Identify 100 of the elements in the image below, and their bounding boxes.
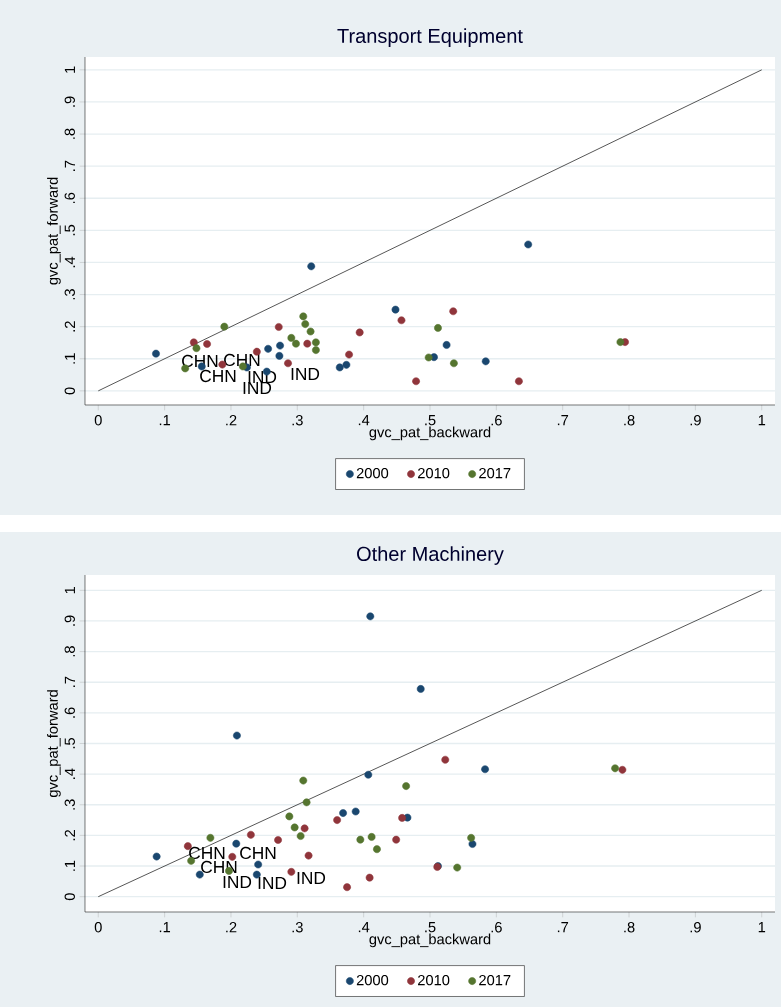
point	[274, 323, 283, 331]
legend-label: 2017	[479, 974, 511, 986]
y-tick-label: .2	[64, 321, 75, 332]
point	[233, 731, 241, 740]
annotation: IND	[243, 382, 272, 394]
y-tick-label: .4	[64, 256, 75, 268]
y-tick-label: 0	[64, 387, 75, 395]
point	[152, 852, 161, 861]
point	[453, 863, 462, 872]
annotation: CHN	[189, 846, 225, 860]
x-tick-label: .7	[557, 922, 569, 933]
chart-title: Other Machinery	[357, 546, 504, 565]
point	[364, 770, 373, 779]
point	[287, 867, 296, 876]
point	[302, 798, 311, 807]
point	[416, 685, 425, 693]
point	[307, 262, 316, 271]
point	[264, 344, 272, 353]
point	[467, 833, 475, 842]
point	[515, 377, 523, 386]
legend-label: 2017	[479, 467, 511, 479]
point	[254, 860, 263, 869]
y-tick-label: 0	[64, 893, 75, 901]
point	[412, 377, 420, 386]
point	[434, 324, 442, 332]
point	[342, 361, 351, 369]
y-tick-label: .3	[64, 289, 75, 300]
x-tick-label: .1	[159, 415, 171, 426]
point	[392, 835, 401, 844]
x-axis-title: gvc_pat_backward	[369, 426, 491, 441]
y-tick-label: .8	[64, 646, 75, 657]
y-tick-label: .4	[64, 768, 75, 779]
y-tick-label: .3	[64, 799, 75, 810]
annotation: IND	[297, 872, 326, 884]
point	[304, 851, 313, 860]
x-tick-label: .3	[292, 922, 303, 933]
point	[481, 357, 490, 366]
x-tick-label: 1	[758, 415, 766, 426]
point	[424, 353, 433, 362]
legend-label: 2000	[356, 974, 389, 986]
point	[398, 814, 406, 822]
annotation: CHN	[240, 846, 276, 860]
point	[391, 305, 400, 314]
x-tick-label: .4	[358, 415, 370, 426]
point	[481, 765, 489, 774]
point	[287, 334, 296, 342]
point	[303, 339, 312, 348]
annotation: IND	[258, 877, 287, 889]
point	[246, 830, 255, 839]
y-tick-label: 1	[64, 586, 75, 594]
point	[524, 240, 533, 249]
x-tick-label: 0	[94, 415, 102, 426]
legend-label: 2010	[418, 974, 450, 986]
x-tick-label: .6	[491, 922, 502, 933]
point	[292, 339, 300, 348]
legend-label: 2010	[418, 467, 450, 479]
x-tick-label: .8	[624, 415, 635, 426]
y-tick-label: .5	[64, 738, 75, 749]
point	[442, 341, 451, 349]
point	[300, 824, 309, 833]
x-tick-label: .2	[226, 415, 237, 426]
point	[402, 782, 410, 790]
point	[220, 322, 229, 331]
x-tick-label: .6	[491, 415, 502, 426]
point	[397, 316, 406, 325]
point	[611, 764, 619, 773]
point	[285, 812, 294, 821]
y-axis-title: gvc_pat_forward	[47, 177, 61, 285]
x-tick-label: .9	[690, 922, 701, 933]
x-tick-label: 1	[758, 922, 766, 933]
chart-title: Transport Equipment	[337, 28, 523, 47]
point	[345, 350, 353, 359]
point	[366, 612, 375, 621]
point	[367, 833, 376, 841]
y-tick-label: .6	[64, 707, 75, 718]
point	[618, 765, 627, 774]
x-axis-title: gvc_pat_backward	[369, 933, 491, 948]
point	[284, 359, 292, 368]
point	[290, 823, 299, 832]
point	[616, 338, 625, 346]
point	[274, 836, 282, 844]
x-tick-label: .8	[624, 922, 635, 933]
annotation: CHN	[200, 369, 236, 383]
point	[356, 835, 365, 844]
y-tick-label: .6	[64, 192, 75, 204]
legend-label: 2000	[356, 467, 389, 479]
y-axis-title: gvc_pat_forward	[47, 690, 61, 798]
annotation: IND	[291, 368, 320, 380]
y-tick-label: .1	[64, 860, 75, 871]
point	[301, 320, 310, 328]
point	[373, 845, 381, 854]
annotation: IND	[223, 876, 252, 888]
y-tick-label: .9	[64, 96, 75, 107]
point	[252, 870, 261, 879]
annotation: CHN	[201, 860, 237, 874]
point	[355, 328, 364, 337]
y-tick-label: .7	[64, 160, 75, 171]
x-tick-label: .4	[358, 922, 370, 933]
x-tick-label: .9	[690, 415, 701, 426]
point	[343, 883, 351, 892]
